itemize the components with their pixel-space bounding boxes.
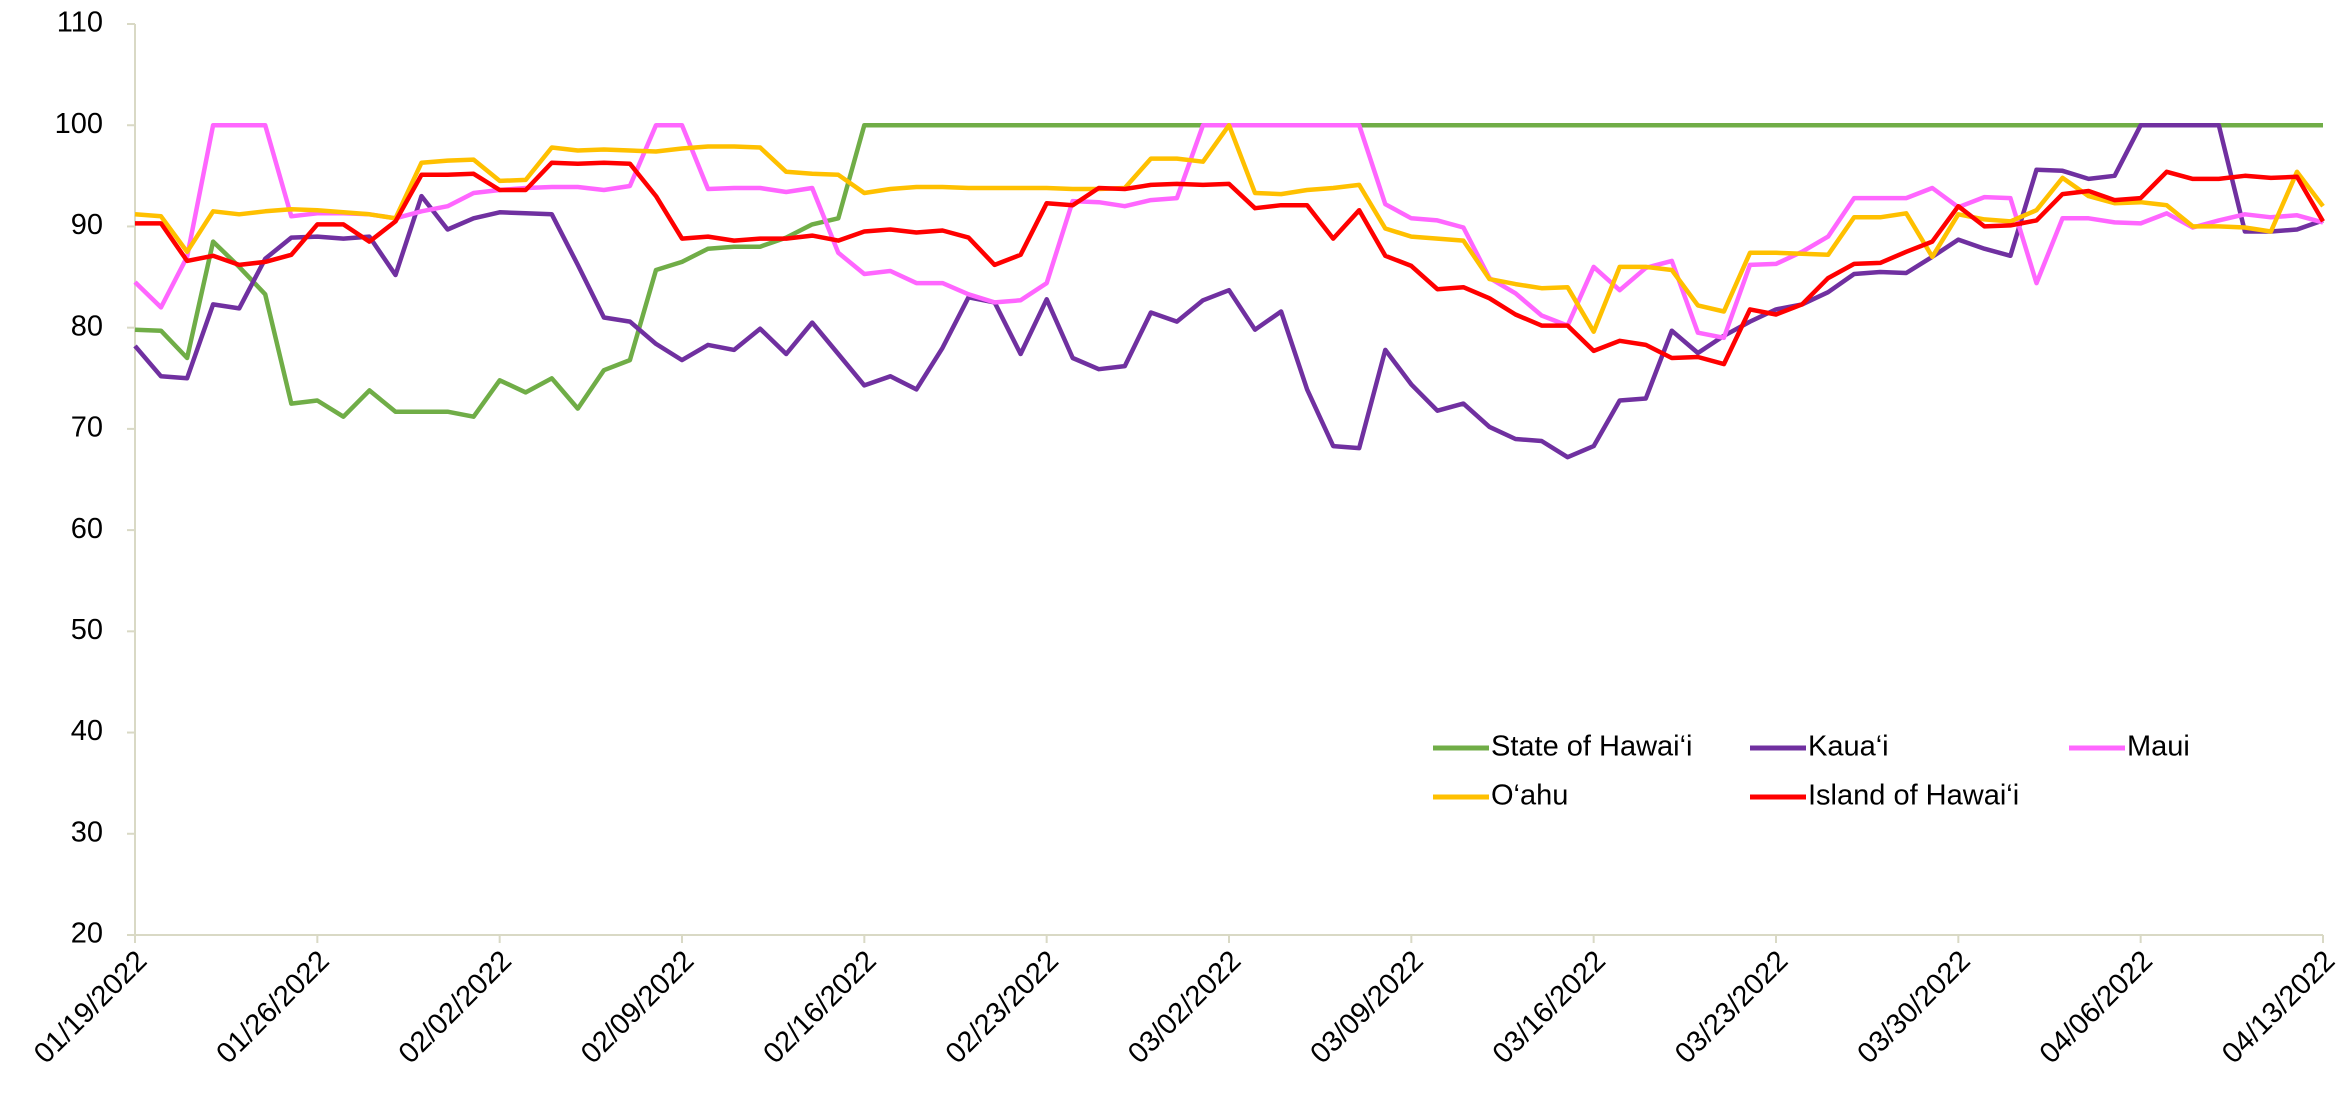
y-tick-label: 70 [71,412,103,444]
legend-label: Island of Hawai‘i [1808,780,2019,812]
x-tick-label: 02/16/2022 [757,945,882,1070]
y-tick-label: 50 [71,614,103,646]
series-line [133,122,2324,341]
series-line [134,122,2325,334]
legend-label: State of Hawai‘i [1491,731,1693,763]
x-tick-label: 04/13/2022 [2216,945,2341,1070]
x-tick-label: 04/06/2022 [2034,945,2159,1070]
x-tick-label: 02/09/2022 [575,945,700,1070]
x-tick-label: 03/09/2022 [1304,945,1429,1070]
x-tick-label: 03/16/2022 [1487,945,1612,1070]
x-tick-label: 02/23/2022 [940,945,1065,1070]
y-tick-label: 30 [71,816,103,848]
y-tick-label: 60 [71,513,103,545]
y-tick-label: 90 [71,209,103,241]
y-tick-label: 40 [71,715,103,747]
series-line [133,122,2324,460]
y-tick-label: 20 [71,918,103,950]
legend-label: Maui [2127,731,2190,763]
x-tick-label: 03/02/2022 [1122,945,1247,1070]
x-tick-label: 01/26/2022 [210,945,335,1070]
y-tick-label: 100 [55,108,103,140]
y-tick-label: 110 [57,7,103,39]
y-tick-label: 80 [71,310,103,342]
series-line [134,122,2323,419]
x-tick-label: 01/19/2022 [28,945,153,1070]
x-tick-label: 03/23/2022 [1669,945,1794,1070]
x-tick-label: 03/30/2022 [1851,945,1976,1070]
x-tick-label: 02/02/2022 [393,945,518,1070]
series-line [135,160,2325,367]
legend-label: O‘ahu [1491,780,1568,812]
legend-label: Kaua‘i [1808,731,1889,763]
